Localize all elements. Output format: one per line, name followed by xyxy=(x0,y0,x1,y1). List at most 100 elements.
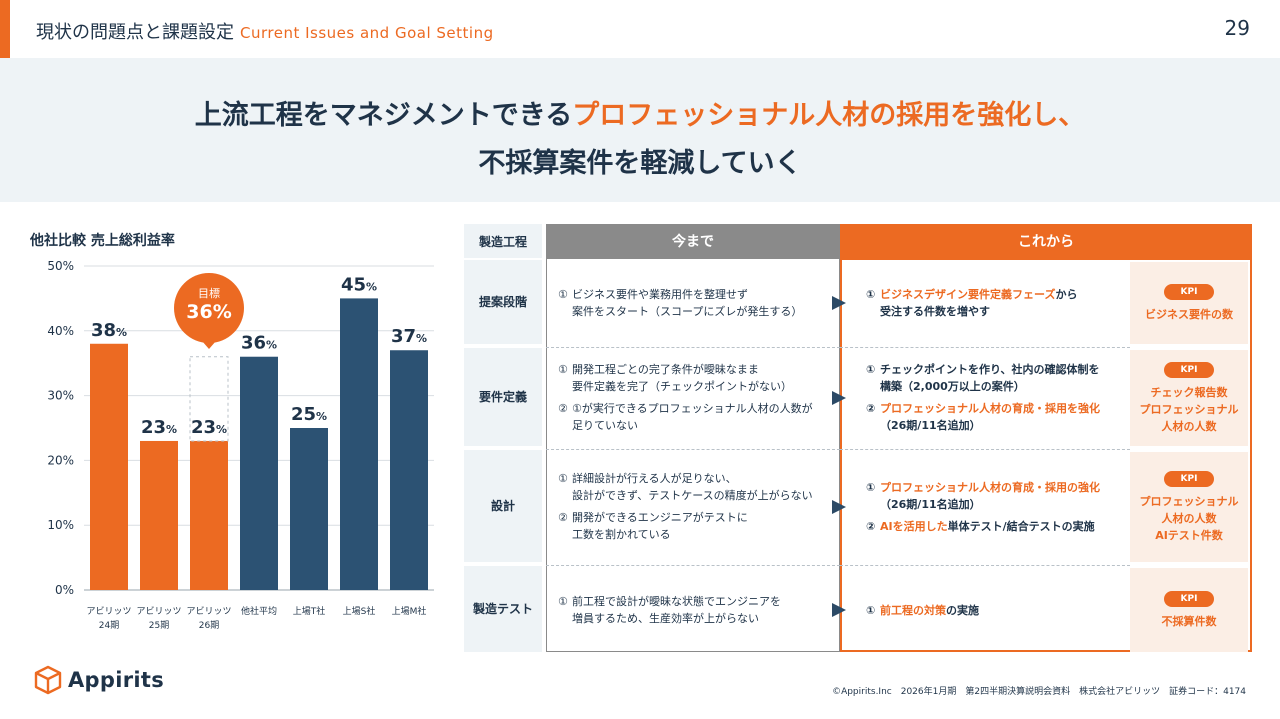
data-label: 38% xyxy=(91,320,127,341)
section-title-en: Current Issues and Goal Setting xyxy=(240,24,494,42)
future-text-line: 構築（2,000万以上の案件） xyxy=(866,378,1025,395)
data-label: 23% xyxy=(141,417,177,438)
item-text: 前工程で設計が曖昧な状態でエンジニアを xyxy=(572,595,781,608)
item-number: ② xyxy=(866,519,876,533)
now-text-line: ① ビジネス要件や業務用件を整理せず xyxy=(558,286,748,303)
x-tick-label: 他社平均 xyxy=(241,605,277,617)
item-number: ① xyxy=(866,603,876,617)
x-tick-label: 上場T社 xyxy=(293,605,326,617)
y-tick-label: 30% xyxy=(47,389,74,403)
now-text-line: ① 開発工程ごとの完了条件が曖昧なまま xyxy=(558,361,759,378)
x-tick-label: アビリッツ xyxy=(86,606,131,617)
chart-title: 他社比較 売上総利益率 xyxy=(30,233,175,249)
stage-label: 要件定義 xyxy=(478,390,527,404)
item-text-highlight: プロフェッショナル人材の育成・採用の強化 xyxy=(880,480,1100,494)
item-number: ① xyxy=(558,472,568,486)
x-tick-label: アビリッツ xyxy=(186,606,231,617)
data-label: 25% xyxy=(291,404,327,425)
data-label: 45% xyxy=(341,274,377,295)
data-label: 36% xyxy=(241,333,277,354)
target-value: 36% xyxy=(186,300,232,323)
now-text-line: 案件をスタート（スコープにズレが発生する） xyxy=(558,303,802,320)
item-text-highlight: 前工程の対策 xyxy=(880,603,946,617)
future-text-line: 受注する件数を増やす xyxy=(866,303,990,320)
kpi-badge: KPI xyxy=(1164,470,1214,487)
item-text: 単体テスト/結合テストの実施 xyxy=(947,519,1095,533)
y-tick-label: 20% xyxy=(47,453,74,467)
item-text: 案件をスタート（スコープにズレが発生する） xyxy=(572,305,803,318)
item-number: ① xyxy=(558,288,568,301)
kpi-text: ビジネス要件の数 xyxy=(1145,307,1233,321)
x-tick-label: アビリッツ xyxy=(136,606,181,617)
target-annotation: 目標 36% xyxy=(174,272,244,343)
item-number: ② xyxy=(866,402,876,416)
item-text: の実施 xyxy=(946,603,979,617)
data-label: 37% xyxy=(391,326,427,347)
bar xyxy=(290,428,328,590)
kpi-text: プロフェッショナル xyxy=(1139,402,1239,416)
future-text-line: ① チェックポイントを作り、社内の確認体制を xyxy=(866,361,1100,378)
now-text-line: ② ①が実行できるプロフェッショナル人材の人数が xyxy=(558,400,813,417)
y-tick-label: 50% xyxy=(47,259,74,273)
item-text: （26期/11名追加） xyxy=(880,419,981,433)
now-text-line: 要件定義を完了（チェックポイントがない） xyxy=(558,378,792,395)
kpi-badge: KPI xyxy=(1164,283,1214,300)
copyright: ©Appirits.Inc 2026年1月期 第2四半期決算説明会資料 株式会社… xyxy=(832,687,1246,697)
transition-arrow-icon xyxy=(832,391,846,405)
transition-arrow-icon xyxy=(832,500,846,514)
data-label: 23% xyxy=(191,417,227,438)
now-text-line: 設計ができず、テストケースの精度が上がらない xyxy=(558,487,813,504)
headline-line-1: 上流工程をマネジメントできるプロフェッショナル人材の採用を強化し、 xyxy=(0,92,1280,140)
kpi-cell xyxy=(1130,262,1248,344)
bar xyxy=(240,356,278,590)
row-divider-future xyxy=(840,565,1130,566)
now-column-header: 今まで xyxy=(546,224,840,258)
target-outline xyxy=(189,356,229,442)
item-text-highlight: AIを活用した xyxy=(880,519,948,533)
item-text: 受注する件数を増やす xyxy=(880,305,990,318)
now-text-line: ① 前工程で設計が曖昧な状態でエンジニアを xyxy=(558,593,781,610)
y-tick-label: 0% xyxy=(55,583,74,597)
stage-label: テスト xyxy=(497,602,534,616)
item-number: ② xyxy=(558,511,568,525)
kpi-text: AIテスト件数 xyxy=(1155,528,1223,542)
section-title-ja: 現状の問題点と課題設定 xyxy=(36,22,234,43)
future-text-line: ② プロフェッショナル人材の育成・採用を強化 xyxy=(866,400,1100,417)
now-text-line: 足りていない xyxy=(558,417,638,434)
future-column-header: これから xyxy=(840,224,1252,258)
kpi-text: チェック報告数 xyxy=(1150,385,1228,399)
item-text: 設計ができず、テストケースの精度が上がらない xyxy=(572,489,813,503)
headline-banner xyxy=(0,58,1280,202)
x-tick-label: 24期 xyxy=(99,620,119,631)
kpi-badge: KPI xyxy=(1164,361,1214,378)
now-column-box xyxy=(546,258,840,652)
headline-line-2: 不採算案件を軽減していく xyxy=(478,148,802,179)
bar xyxy=(340,298,378,590)
item-text: （26期/11名追加） xyxy=(880,497,981,511)
item-text: 増員するため、生産効率が上がらない xyxy=(572,612,759,625)
future-text-line: ① プロフェッショナル人材の育成・採用の強化 xyxy=(866,479,1100,496)
item-text: 構築（2,000万以上の案件） xyxy=(880,380,1025,394)
item-number: ① xyxy=(866,363,876,377)
item-text: 要件定義を完了（チェックポイントがない） xyxy=(572,380,792,394)
target-label: 目標 xyxy=(198,286,220,300)
now-text-line: ① 詳細設計が行える人が足りない、 xyxy=(558,470,737,487)
stage-label: 製造 xyxy=(472,602,497,616)
row-divider-future xyxy=(840,449,1130,450)
kpi-text: 人材の人数 xyxy=(1161,511,1217,525)
now-text-line: 工数を割かれている xyxy=(558,526,671,543)
now-text-line: 増員するため、生産効率が上がらない xyxy=(558,610,759,627)
future-text-line: ① ビジネスデザイン要件定義フェーズから xyxy=(866,286,1077,303)
headline-highlight: プロフェッショナル人材の採用を強化し、 xyxy=(572,100,1086,131)
item-text: から xyxy=(1055,288,1078,301)
item-number: ② xyxy=(558,402,568,416)
page-number: 29 xyxy=(1224,16,1250,40)
item-number: ① xyxy=(866,288,876,301)
transition-arrow-icon xyxy=(832,296,846,310)
item-text: 開発工程ごとの完了条件が曖昧なまま xyxy=(572,363,759,377)
kpi-text: 不採算件数 xyxy=(1161,614,1217,628)
item-number: ① xyxy=(866,480,876,494)
bar xyxy=(390,350,428,590)
transition-arrow-icon xyxy=(832,603,846,617)
stage-label: 提案段階 xyxy=(478,295,527,309)
